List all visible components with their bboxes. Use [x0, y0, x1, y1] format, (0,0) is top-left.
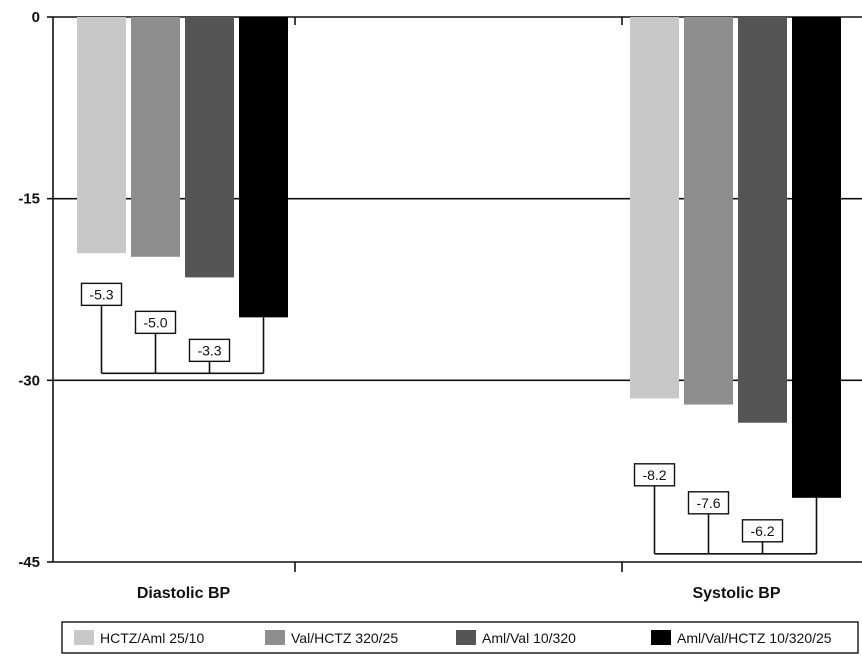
diff-label: -5.0	[143, 314, 167, 330]
legend-swatch	[74, 630, 94, 645]
y-tick-label: -30	[18, 372, 40, 389]
legend-box	[61, 621, 859, 654]
diff-label-box	[687, 491, 730, 515]
diff-label-box	[80, 282, 123, 307]
y-tick-label: -45	[18, 554, 40, 571]
diff-label-box	[188, 338, 231, 363]
x-category-label: Diastolic BP	[137, 585, 231, 602]
bar	[77, 17, 126, 254]
y-tick-label: 0	[32, 9, 40, 26]
diff-label: -5.3	[89, 286, 113, 302]
legend-label: Val/HCTZ 320/25	[291, 630, 398, 646]
diff-label: -3.3	[197, 342, 221, 358]
diff-label-box	[134, 310, 177, 335]
diff-label-box	[633, 463, 676, 487]
legend-label: HCTZ/Aml 25/10	[100, 630, 204, 646]
bar	[185, 17, 234, 278]
bar	[684, 17, 733, 405]
diff-label: -6.2	[750, 523, 774, 539]
legend-swatch	[265, 630, 285, 645]
bar	[792, 17, 841, 498]
legend-swatch	[651, 630, 671, 645]
diff-label: -8.2	[642, 467, 666, 483]
bar	[630, 17, 679, 399]
legend-label: Aml/Val/HCTZ 10/320/25	[677, 630, 832, 646]
x-category-label: Systolic BP	[692, 585, 780, 602]
bar	[738, 17, 787, 423]
diff-label: -7.6	[696, 495, 720, 511]
y-tick-label: -15	[18, 191, 40, 208]
bar	[239, 17, 288, 318]
legend-swatch	[456, 630, 476, 645]
diff-label-box	[741, 519, 784, 543]
legend-label: Aml/Val 10/320	[482, 630, 576, 646]
bar	[131, 17, 180, 257]
